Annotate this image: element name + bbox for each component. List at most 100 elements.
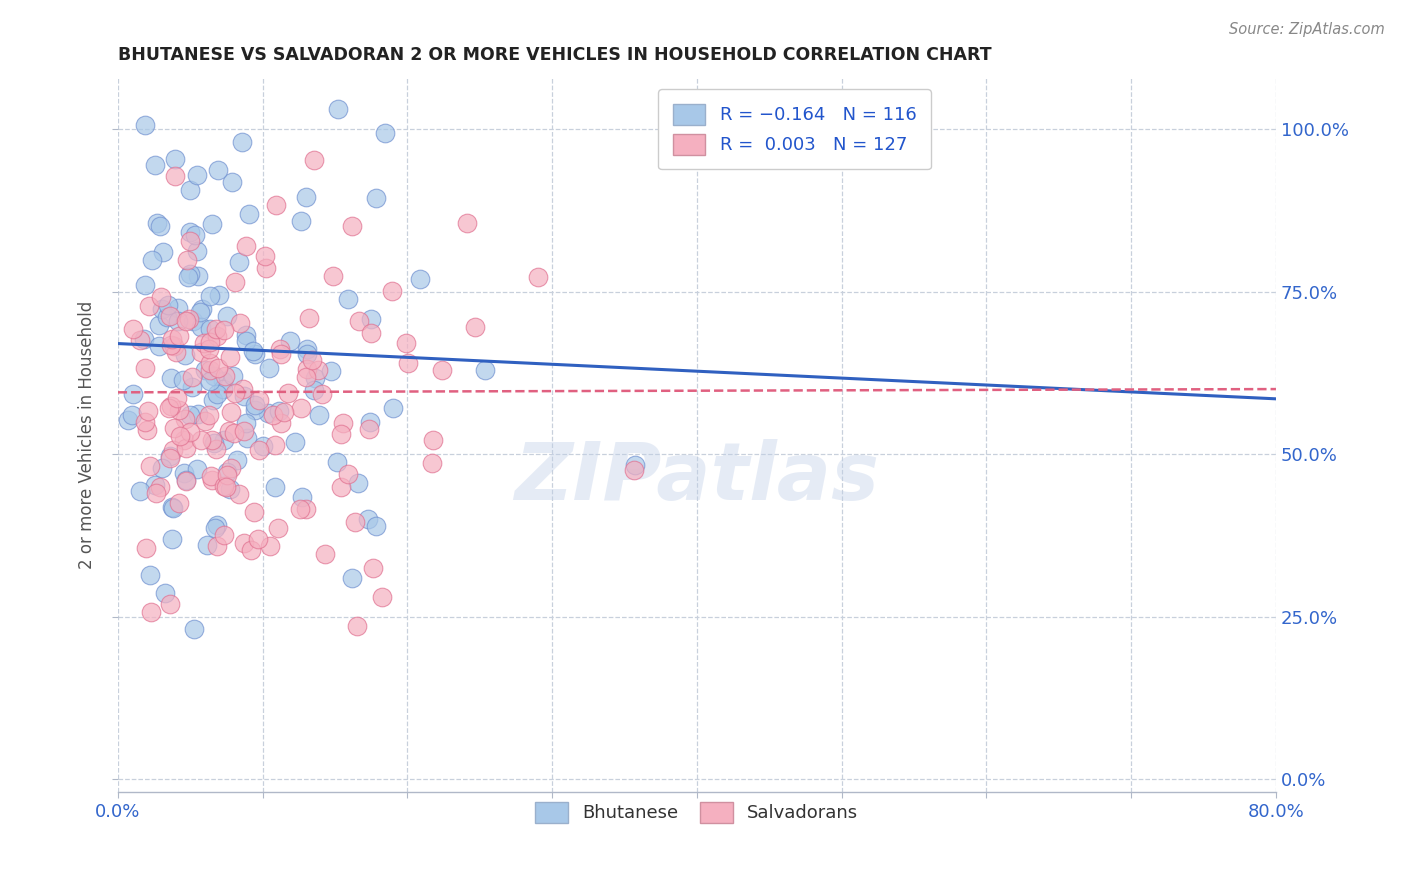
Point	[301, 353, 323, 368]
Point	[181, 369, 204, 384]
Point	[184, 228, 207, 243]
Point	[322, 268, 344, 283]
Point	[179, 183, 201, 197]
Point	[167, 328, 190, 343]
Point	[332, 416, 354, 430]
Point	[159, 597, 181, 611]
Point	[371, 590, 394, 604]
Point	[311, 386, 333, 401]
Point	[201, 473, 224, 487]
Point	[297, 342, 319, 356]
Point	[236, 431, 259, 445]
Point	[152, 245, 174, 260]
Point	[201, 433, 224, 447]
Point	[527, 270, 550, 285]
Point	[290, 401, 312, 415]
Point	[308, 409, 330, 423]
Point	[245, 403, 267, 417]
Point	[304, 371, 326, 385]
Point	[307, 363, 329, 377]
Point	[215, 480, 238, 494]
Legend: Bhutanese, Salvadorans: Bhutanese, Salvadorans	[529, 795, 866, 830]
Point	[167, 314, 190, 328]
Point	[219, 460, 242, 475]
Point	[257, 406, 280, 420]
Point	[183, 622, 205, 636]
Point	[200, 468, 222, 483]
Point	[148, 339, 170, 353]
Point	[153, 586, 176, 600]
Point	[190, 344, 212, 359]
Point	[233, 389, 256, 403]
Point	[277, 386, 299, 401]
Point	[162, 442, 184, 457]
Point	[361, 561, 384, 575]
Point	[217, 468, 239, 483]
Point	[238, 206, 260, 220]
Point	[623, 463, 645, 477]
Point	[149, 219, 172, 233]
Point	[177, 269, 200, 284]
Point	[242, 344, 264, 359]
Point	[163, 421, 186, 435]
Point	[191, 302, 214, 317]
Point	[267, 521, 290, 535]
Point	[117, 413, 139, 427]
Point	[212, 528, 235, 542]
Point	[360, 311, 382, 326]
Point	[186, 462, 208, 476]
Point	[174, 442, 197, 456]
Point	[232, 535, 254, 549]
Point	[214, 369, 236, 384]
Point	[159, 450, 181, 464]
Point	[134, 415, 156, 429]
Point	[623, 458, 645, 472]
Point	[222, 425, 245, 440]
Point	[221, 176, 243, 190]
Point	[129, 333, 152, 347]
Point	[284, 434, 307, 449]
Point	[247, 443, 270, 458]
Point	[218, 424, 240, 438]
Point	[374, 126, 396, 140]
Point	[366, 191, 388, 205]
Point	[288, 502, 311, 516]
Point	[166, 301, 188, 315]
Point	[347, 313, 370, 327]
Point	[340, 571, 363, 585]
Point	[176, 253, 198, 268]
Point	[346, 618, 368, 632]
Point	[215, 310, 238, 324]
Point	[228, 316, 250, 330]
Point	[207, 162, 229, 177]
Point	[214, 323, 236, 337]
Point	[134, 332, 156, 346]
Point	[121, 408, 143, 422]
Point	[422, 434, 444, 448]
Point	[243, 505, 266, 519]
Point	[190, 433, 212, 447]
Point	[143, 478, 166, 492]
Point	[160, 532, 183, 546]
Point	[167, 496, 190, 510]
Point	[243, 347, 266, 361]
Point	[409, 272, 432, 286]
Point	[228, 487, 250, 501]
Point	[160, 371, 183, 385]
Text: BHUTANESE VS SALVADORAN 2 OR MORE VEHICLES IN HOUSEHOLD CORRELATION CHART: BHUTANESE VS SALVADORAN 2 OR MORE VEHICL…	[118, 46, 991, 64]
Point	[162, 500, 184, 515]
Point	[207, 360, 229, 375]
Point	[382, 401, 405, 415]
Point	[205, 386, 228, 401]
Point	[167, 402, 190, 417]
Point	[252, 439, 274, 453]
Point	[197, 342, 219, 356]
Point	[139, 568, 162, 582]
Point	[336, 293, 359, 307]
Point	[179, 311, 201, 326]
Point	[254, 249, 277, 263]
Point	[149, 480, 172, 494]
Point	[156, 298, 179, 312]
Point	[262, 408, 284, 422]
Point	[165, 152, 187, 166]
